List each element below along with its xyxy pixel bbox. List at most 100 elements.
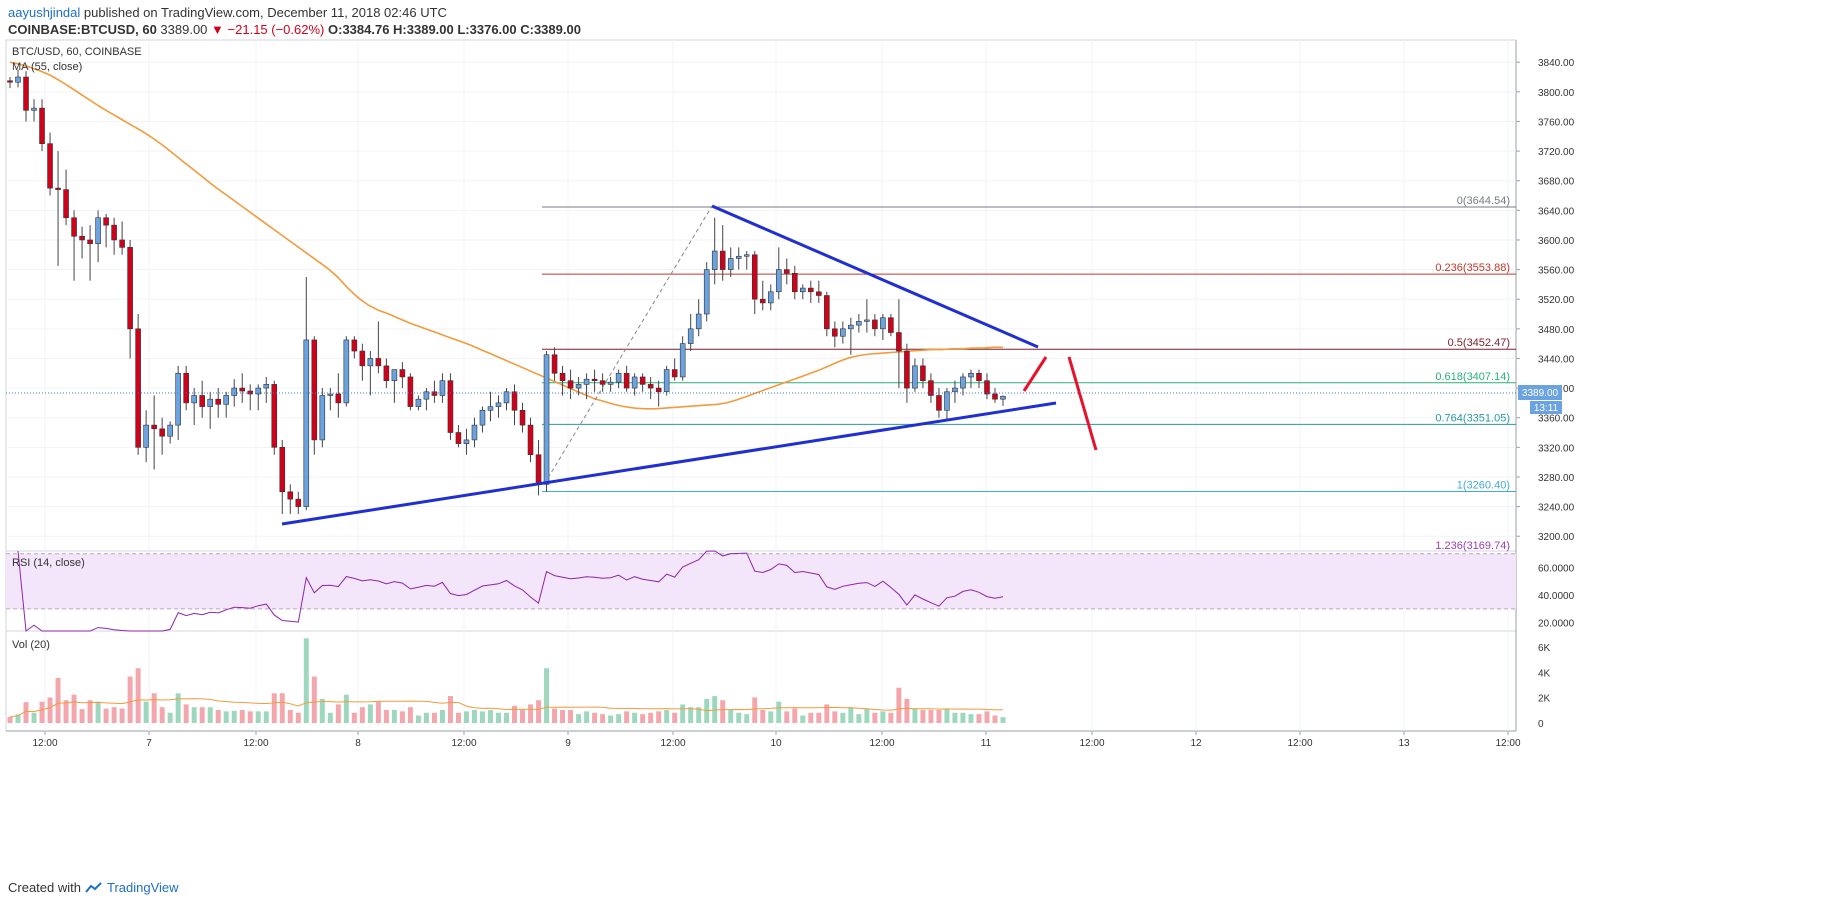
candle[interactable]: [143, 410, 149, 463]
candle[interactable]: [391, 369, 398, 403]
candle[interactable]: [695, 299, 702, 337]
candle[interactable]: [407, 373, 414, 411]
candle[interactable]: [351, 336, 358, 359]
candle[interactable]: [135, 314, 141, 455]
candle[interactable]: [559, 365, 566, 396]
candle[interactable]: [103, 214, 109, 248]
candle[interactable]: [263, 376, 270, 403]
candle[interactable]: [848, 317, 854, 355]
candle[interactable]: [639, 373, 646, 392]
candle[interactable]: [303, 276, 310, 511]
candle[interactable]: [367, 351, 374, 396]
candle[interactable]: [591, 369, 598, 392]
candle[interactable]: [279, 439, 286, 514]
candle[interactable]: [343, 336, 350, 407]
candle[interactable]: [928, 373, 934, 403]
candle[interactable]: [511, 384, 518, 426]
candle[interactable]: [87, 225, 93, 281]
candle[interactable]: [23, 71, 29, 122]
candle[interactable]: [920, 358, 926, 389]
up-arrow-stroke[interactable]: [1022, 356, 1048, 392]
candle[interactable]: [503, 388, 510, 411]
candle[interactable]: [567, 369, 574, 400]
candle[interactable]: [383, 358, 390, 389]
candle[interactable]: [743, 251, 750, 270]
candle[interactable]: [31, 99, 37, 122]
tradingview-link[interactable]: TradingView: [106, 880, 179, 895]
candle[interactable]: [896, 299, 902, 389]
candle[interactable]: [615, 369, 622, 389]
candle[interactable]: [1000, 395, 1006, 406]
candle[interactable]: [375, 321, 382, 374]
candle[interactable]: [751, 251, 758, 315]
candle[interactable]: [703, 262, 710, 322]
candle[interactable]: [719, 225, 726, 281]
candle[interactable]: [607, 376, 614, 392]
candle[interactable]: [711, 217, 718, 285]
candle[interactable]: [455, 425, 462, 448]
upper-trendline[interactable]: [711, 204, 1039, 349]
author-link[interactable]: aayushjindal: [8, 5, 81, 20]
candle[interactable]: [872, 314, 878, 337]
candle[interactable]: [167, 421, 173, 444]
candle[interactable]: [207, 391, 213, 429]
candle[interactable]: [127, 239, 133, 359]
candle[interactable]: [631, 373, 638, 396]
candle[interactable]: [79, 226, 85, 259]
candle[interactable]: [15, 69, 21, 88]
candle[interactable]: [7, 77, 13, 89]
candle[interactable]: [95, 210, 101, 263]
candle[interactable]: [888, 314, 894, 337]
candle[interactable]: [335, 373, 342, 418]
candle[interactable]: [575, 376, 582, 396]
candle[interactable]: [775, 247, 782, 300]
candle[interactable]: [487, 391, 494, 422]
candle[interactable]: [239, 373, 246, 403]
candle[interactable]: [856, 314, 862, 333]
candle[interactable]: [984, 373, 990, 400]
candle[interactable]: [599, 373, 606, 392]
candle[interactable]: [864, 299, 870, 333]
candle[interactable]: [119, 221, 125, 255]
candle[interactable]: [792, 265, 798, 300]
candle[interactable]: [359, 343, 366, 381]
candle[interactable]: [952, 380, 958, 403]
candle[interactable]: [824, 291, 830, 337]
candles[interactable]: [7, 69, 1006, 514]
candle[interactable]: [295, 491, 302, 514]
candle[interactable]: [519, 402, 526, 433]
drawings[interactable]: [281, 204, 1098, 526]
candle[interactable]: [912, 358, 918, 392]
candle[interactable]: [936, 388, 942, 418]
candle[interactable]: [191, 388, 197, 426]
candle[interactable]: [215, 388, 221, 418]
candle[interactable]: [71, 210, 77, 281]
candle[interactable]: [399, 362, 406, 389]
candle[interactable]: [655, 380, 662, 407]
candle[interactable]: [527, 417, 534, 463]
candle[interactable]: [327, 388, 334, 411]
candle[interactable]: [735, 247, 742, 270]
candle[interactable]: [463, 428, 470, 455]
candle[interactable]: [808, 280, 814, 303]
candle[interactable]: [111, 217, 117, 255]
candle[interactable]: [944, 388, 950, 422]
candle[interactable]: [671, 358, 678, 381]
candle[interactable]: [800, 284, 806, 300]
candle[interactable]: [495, 395, 502, 418]
candle[interactable]: [47, 132, 53, 196]
candle[interactable]: [199, 380, 205, 418]
candle[interactable]: [159, 417, 165, 455]
candle[interactable]: [471, 417, 478, 448]
candle[interactable]: [976, 369, 982, 389]
candle[interactable]: [151, 395, 157, 470]
candle[interactable]: [679, 336, 686, 381]
candle[interactable]: [175, 365, 181, 440]
candle[interactable]: [311, 336, 318, 455]
price-axis[interactable]: 3200.003240.003280.003320.003360.003400.…: [1516, 58, 1575, 543]
candle[interactable]: [447, 373, 454, 440]
candle[interactable]: [439, 373, 446, 403]
time-axis[interactable]: 12:00 7 12:00 8 12:00 9 12:00 10 12:00 11 12:00 12 1…: [32, 731, 1521, 749]
candle[interactable]: [319, 388, 326, 448]
candle[interactable]: [663, 365, 670, 396]
